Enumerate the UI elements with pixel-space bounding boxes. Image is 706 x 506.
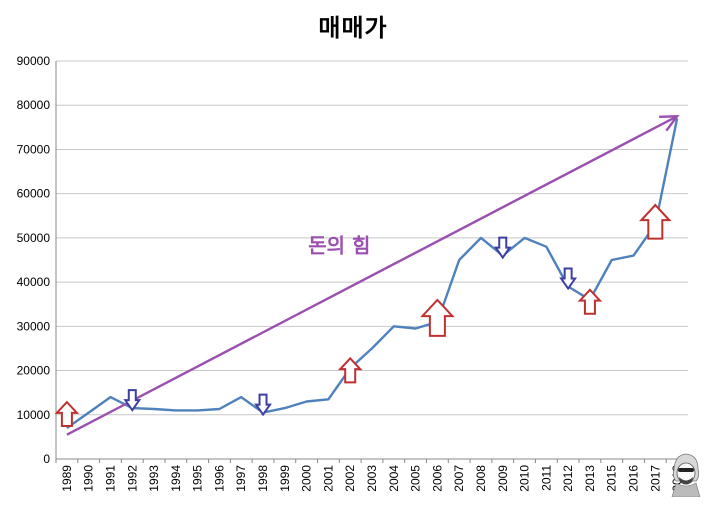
y-tick-label: 80000: [17, 98, 51, 112]
x-tick-label: 2003: [365, 465, 379, 492]
x-tick-label: 2016: [627, 465, 641, 492]
x-tick-label: 2002: [343, 465, 357, 492]
x-tick-label: 2013: [583, 465, 597, 492]
down-arrow-icon: [254, 393, 272, 417]
avatar-sketch: [671, 453, 701, 497]
x-tick-label: 1995: [191, 465, 205, 492]
y-tick-label: 30000: [17, 319, 51, 333]
x-tick-label: 1999: [278, 465, 292, 492]
x-axis-ticks: 1989 1990 1991 1992 1993 1994 1995 1996 1997 1998…: [55, 459, 684, 492]
x-tick-label: 1997: [234, 465, 248, 492]
x-tick-label: 1992: [125, 465, 139, 492]
series-line: [66, 118, 679, 429]
trend-line: [66, 115, 678, 436]
x-tick-label: 1989: [60, 465, 74, 492]
annotation-arrows: [54, 203, 672, 428]
x-tick-label: 1990: [82, 465, 96, 492]
x-tick-label: 2007: [452, 465, 466, 492]
x-tick-label: 2017: [648, 465, 662, 492]
y-tick-label: 20000: [17, 364, 51, 378]
down-arrow-icon: [559, 267, 578, 291]
x-tick-label: 2015: [605, 465, 619, 492]
x-tick-label: 1994: [169, 465, 183, 492]
y-tick-label: 50000: [17, 231, 51, 245]
trend-layer: 돈의 힘: [66, 115, 680, 436]
x-tick-label: 1996: [212, 465, 226, 492]
trend-arrowhead: [659, 115, 680, 132]
x-tick-label: 2000: [300, 465, 314, 492]
y-tick-label: 40000: [17, 275, 51, 289]
series-layer: [66, 118, 679, 429]
x-tick-label: 2001: [321, 465, 335, 492]
x-tick-label: 2008: [474, 465, 488, 492]
chart-title: 매매가: [318, 14, 388, 42]
up-arrow-icon: [577, 288, 603, 315]
y-tick-label: 10000: [17, 408, 51, 422]
down-arrow-icon: [493, 236, 512, 260]
x-tick-label: 2005: [409, 465, 423, 492]
up-arrow-icon: [54, 400, 80, 428]
x-tick-label: 2004: [387, 465, 401, 492]
x-tick-label: 2012: [561, 465, 575, 492]
y-tick-label: 70000: [17, 142, 51, 156]
y-tick-label: 60000: [17, 187, 51, 201]
x-tick-label: 1998: [256, 465, 270, 492]
x-tick-label: 1993: [147, 465, 161, 492]
x-tick-label: 1991: [103, 465, 117, 492]
y-tick-label: 0: [43, 452, 50, 466]
x-tick-label: 2009: [496, 465, 510, 492]
x-tick-label: 2010: [518, 465, 532, 492]
y-axis-ticks: 0 10000 20000 30000 40000 50000 60000 70000 8000…: [17, 54, 51, 466]
up-arrow-icon: [337, 356, 363, 384]
x-tick-label: 2006: [430, 465, 444, 492]
up-arrow-icon: [639, 203, 672, 240]
down-arrow-icon: [123, 389, 142, 412]
trend-label: 돈의 힘: [308, 234, 370, 258]
x-tick-label: 2011: [539, 465, 553, 491]
up-arrow-icon: [420, 298, 455, 337]
y-tick-label: 90000: [17, 54, 51, 68]
grid-layer: [55, 60, 688, 460]
